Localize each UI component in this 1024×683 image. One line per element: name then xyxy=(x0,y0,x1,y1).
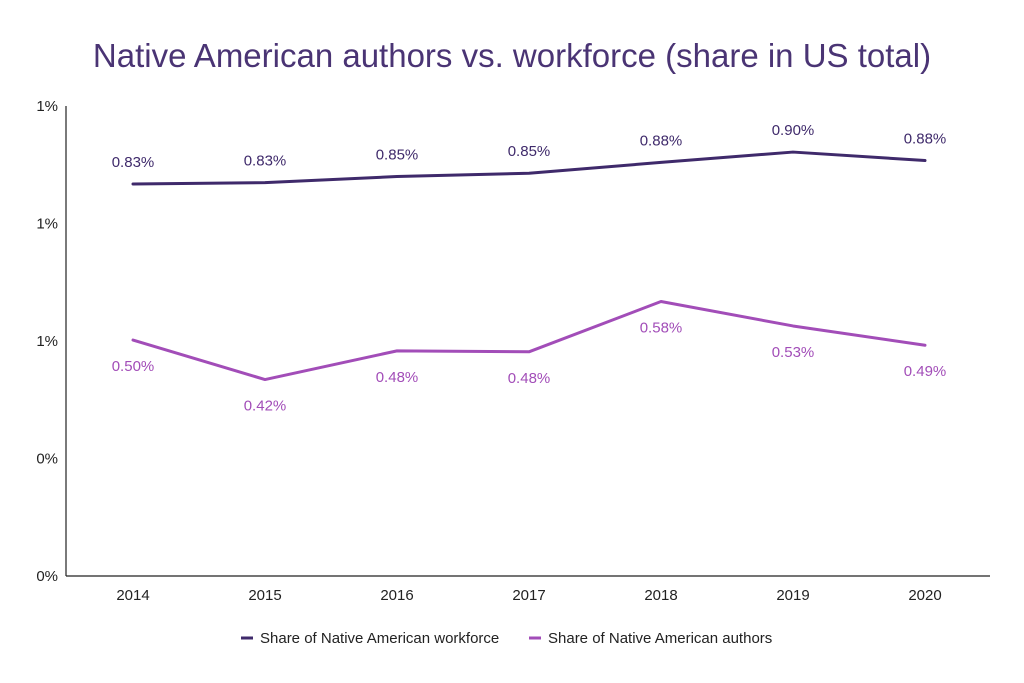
y-tick-label: 1% xyxy=(36,216,58,233)
x-tick-label: 2019 xyxy=(776,587,809,604)
x-tick-labels: 2014 2015 2016 2017 2018 2019 2020 xyxy=(116,587,941,604)
x-tick-label: 2016 xyxy=(380,587,413,604)
legend-label-authors: Share of Native American authors xyxy=(548,630,772,647)
chart-title: Native American authors vs. workforce (s… xyxy=(93,37,931,74)
series-line-1 xyxy=(131,300,927,382)
legend: Share of Native American workforce Share… xyxy=(241,630,772,647)
legend-item-workforce: Share of Native American workforce xyxy=(241,630,499,647)
data-label: 0.53% xyxy=(772,344,815,361)
data-label: 0.83% xyxy=(112,154,155,171)
y-tick-label: 0% xyxy=(36,451,58,468)
x-tick-label: 2018 xyxy=(644,587,677,604)
data-label: 0.88% xyxy=(904,131,947,148)
x-tick-label: 2015 xyxy=(248,587,281,604)
data-label: 0.49% xyxy=(904,363,947,380)
y-tick-label: 1% xyxy=(36,98,58,115)
y-tick-labels: 0% 0% 1% 1% 1% xyxy=(36,98,58,585)
data-label: 0.85% xyxy=(376,147,419,164)
data-labels: 0.83% 0.83% 0.85% 0.85% 0.88% 0.90% 0.88% 0.50%… xyxy=(112,122,947,414)
x-tick-label: 2014 xyxy=(116,587,149,604)
data-label: 0.50% xyxy=(112,358,155,375)
data-label: 0.85% xyxy=(508,143,551,160)
y-tick-label: 1% xyxy=(36,333,58,350)
axes xyxy=(65,106,990,577)
y-tick-label: 0% xyxy=(36,568,58,585)
data-label: 0.90% xyxy=(772,122,815,139)
legend-label-workforce: Share of Native American workforce xyxy=(260,630,499,647)
legend-item-authors: Share of Native American authors xyxy=(529,630,772,647)
series-lines xyxy=(131,150,927,382)
series-line-0 xyxy=(131,150,927,186)
data-label: 0.58% xyxy=(640,320,683,337)
x-tick-label: 2020 xyxy=(908,587,941,604)
data-label: 0.42% xyxy=(244,398,287,415)
data-label: 0.48% xyxy=(376,369,419,386)
x-tick-label: 2017 xyxy=(512,587,545,604)
data-label: 0.48% xyxy=(508,370,551,387)
data-label: 0.88% xyxy=(640,132,683,149)
data-label: 0.83% xyxy=(244,153,287,170)
